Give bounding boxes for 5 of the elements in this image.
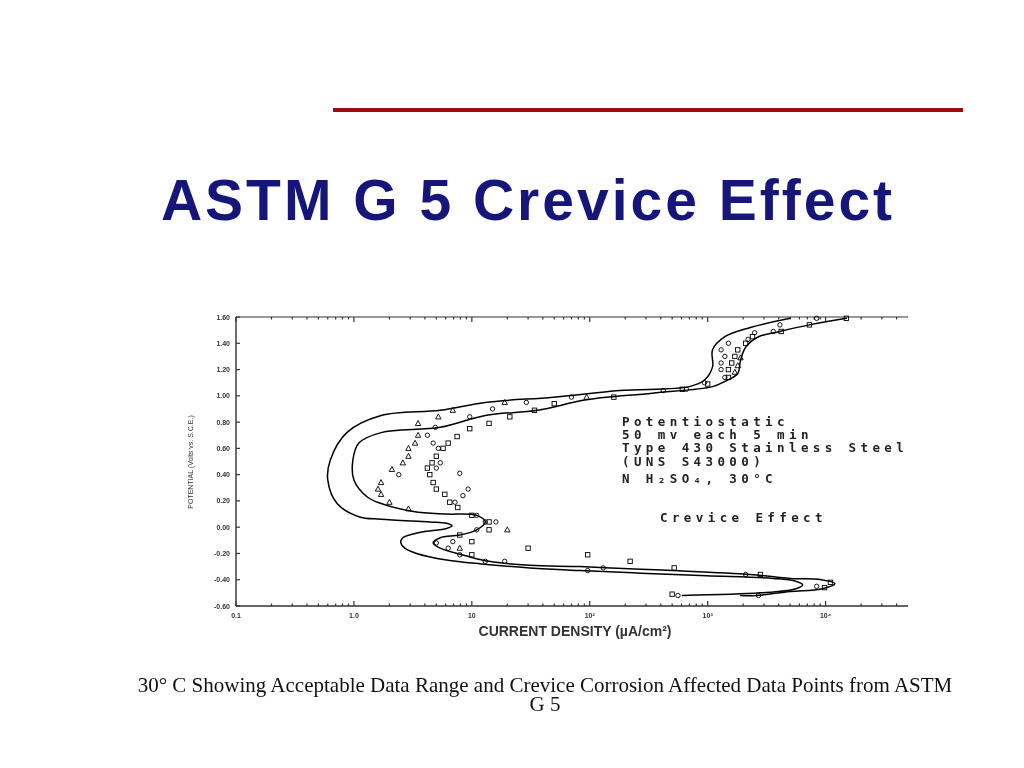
chart-title: ASTM G 5 Crevice Effect: [160, 168, 896, 232]
x-axis-title: CURRENT DENSITY (µA/cm²): [478, 623, 672, 639]
text: 30° C Showing Acceptable Data Range and Crevice Corrosion Affected Data Points from ASTM G 5: [137, 673, 953, 716]
annotation: Crevice Effect: [660, 510, 827, 525]
annotation: Potentiostatic 50 mv each 5 min Type 430 Stainless Steel (UNS S43000) N H₂SO₄, 30°C: [622, 414, 909, 486]
